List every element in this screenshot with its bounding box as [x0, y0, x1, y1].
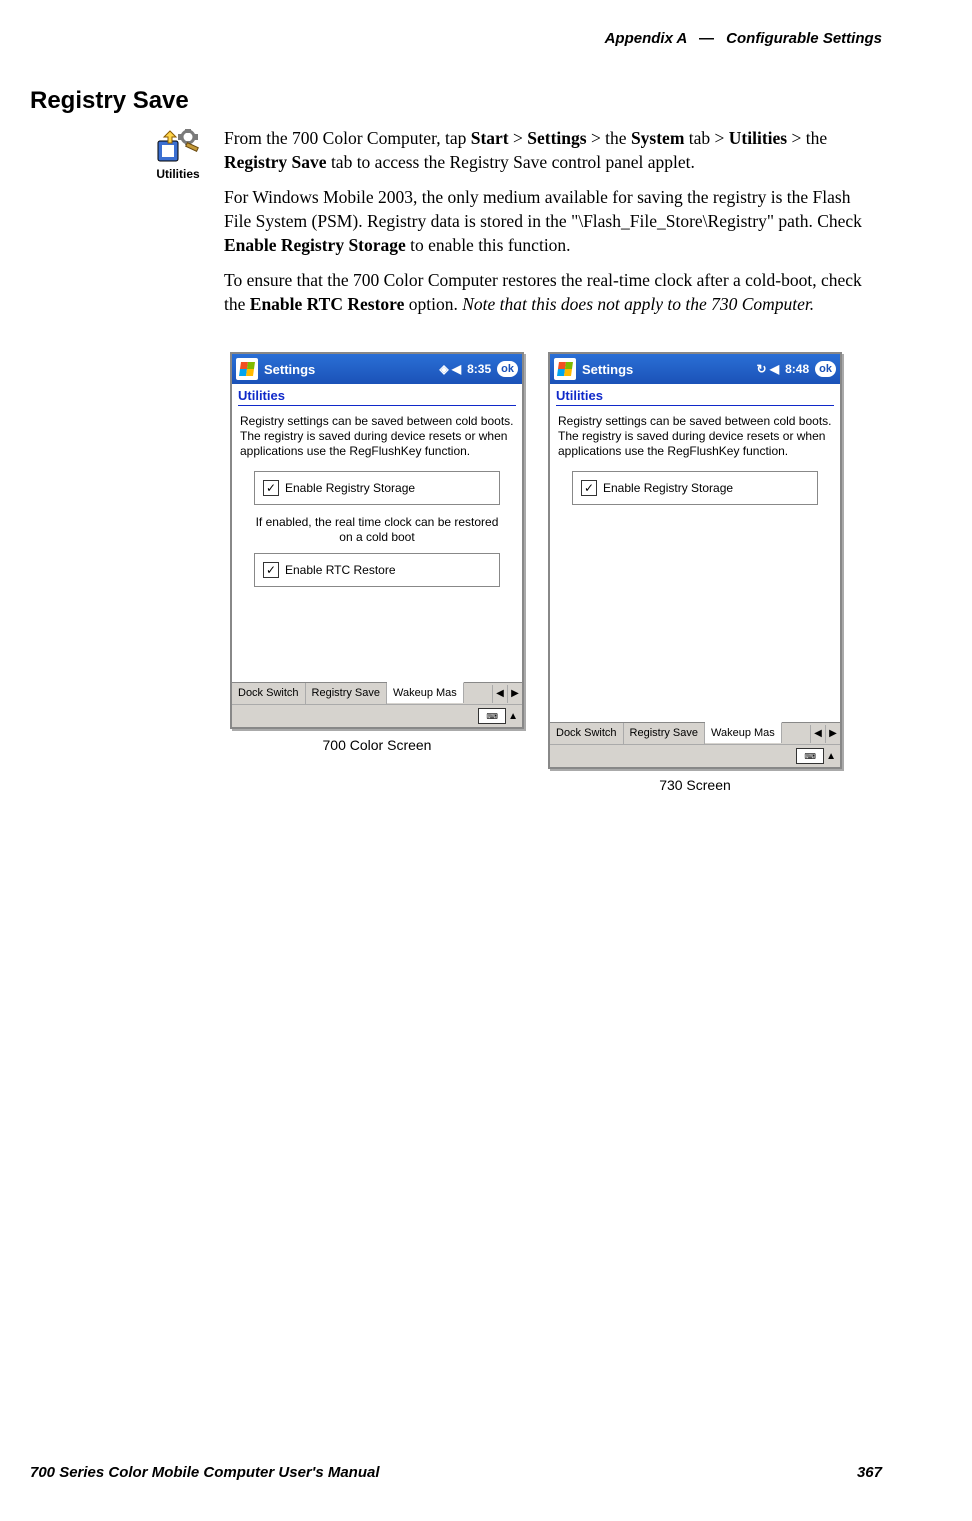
clock: 8:48	[785, 362, 809, 376]
panel-desc: Registry settings can be saved between c…	[558, 414, 832, 459]
utilities-icon-label: Utilities	[150, 167, 206, 181]
paragraph-1: From the 700 Color Computer, tap Start >…	[224, 127, 882, 174]
tab-dock-switch[interactable]: Dock Switch	[232, 683, 306, 704]
ok-button[interactable]: ok	[497, 361, 518, 377]
pda-700: Settings ◈ ◀ 8:35 ok Utilities Registry …	[230, 352, 524, 729]
check-icon: ✓	[263, 562, 279, 578]
rtc-hint: If enabled, the real time clock can be r…	[254, 515, 500, 545]
utilities-icon-block: Utilities	[150, 127, 206, 181]
keyboard-icon[interactable]: ⌨	[796, 748, 824, 764]
tab-scroll-right-icon[interactable]: ▶	[507, 685, 522, 703]
check-icon: ✓	[581, 480, 597, 496]
page-footer: 700 Series Color Mobile Computer User's …	[30, 1464, 882, 1481]
checkbox-label: Enable RTC Restore	[285, 563, 396, 578]
caption-700: 700 Color Screen	[230, 737, 524, 753]
ok-button[interactable]: ok	[815, 361, 836, 377]
section-title: Registry Save	[30, 87, 882, 115]
sip-arrow-icon[interactable]: ▲	[826, 751, 836, 762]
status-icons: ◈ ◀	[439, 362, 461, 376]
header-dash: —	[691, 30, 722, 47]
panel-subtitle: Utilities	[238, 388, 516, 406]
panel-desc: Registry settings can be saved between c…	[240, 414, 514, 459]
checkbox-label: Enable Registry Storage	[285, 481, 415, 496]
tab-dock-switch[interactable]: Dock Switch	[550, 723, 624, 744]
tab-scroll-right-icon[interactable]: ▶	[825, 725, 840, 743]
pda-730: Settings ↻ ◀ 8:48 ok Utilities Registry …	[548, 352, 842, 769]
caption-730: 730 Screen	[548, 777, 842, 793]
body-text: From the 700 Color Computer, tap Start >…	[224, 127, 882, 328]
tab-wakeup[interactable]: Wakeup Mas	[387, 682, 464, 703]
start-icon[interactable]	[236, 358, 258, 380]
tab-registry-save[interactable]: Registry Save	[624, 723, 705, 744]
titlebar-title: Settings	[582, 362, 633, 377]
start-icon[interactable]	[554, 358, 576, 380]
page-header: Appendix A — Configurable Settings	[30, 30, 882, 47]
tab-registry-save[interactable]: Registry Save	[306, 683, 387, 704]
tab-scroll-left-icon[interactable]: ◀	[492, 685, 507, 703]
checkbox-registry-storage[interactable]: ✓ Enable Registry Storage	[572, 471, 818, 505]
paragraph-2: For Windows Mobile 2003, the only medium…	[224, 186, 882, 257]
header-appendix: Appendix A	[605, 30, 687, 47]
clock: 8:35	[467, 362, 491, 376]
titlebar-title: Settings	[264, 362, 315, 377]
footer-title: 700 Series Color Mobile Computer User's …	[30, 1464, 380, 1481]
checkbox-label: Enable Registry Storage	[603, 481, 733, 496]
checkbox-rtc-restore[interactable]: ✓ Enable RTC Restore	[254, 553, 500, 587]
tab-scroll-left-icon[interactable]: ◀	[810, 725, 825, 743]
titlebar-730: Settings ↻ ◀ 8:48 ok	[550, 354, 840, 384]
checkbox-registry-storage[interactable]: ✓ Enable Registry Storage	[254, 471, 500, 505]
check-icon: ✓	[263, 480, 279, 496]
titlebar-700: Settings ◈ ◀ 8:35 ok	[232, 354, 522, 384]
status-icons: ↻ ◀	[757, 362, 780, 376]
tab-wakeup[interactable]: Wakeup Mas	[705, 722, 782, 743]
tab-bar: Dock Switch Registry Save Wakeup Mas ◀▶	[550, 722, 840, 744]
keyboard-icon[interactable]: ⌨	[478, 708, 506, 724]
paragraph-3: To ensure that the 700 Color Computer re…	[224, 269, 882, 316]
tab-bar: Dock Switch Registry Save Wakeup Mas ◀▶	[232, 682, 522, 704]
footer-page-number: 367	[857, 1464, 882, 1481]
sip-arrow-icon[interactable]: ▲	[508, 711, 518, 722]
panel-subtitle: Utilities	[556, 388, 834, 406]
header-chapter: Configurable Settings	[726, 30, 882, 47]
utilities-icon	[156, 127, 200, 165]
